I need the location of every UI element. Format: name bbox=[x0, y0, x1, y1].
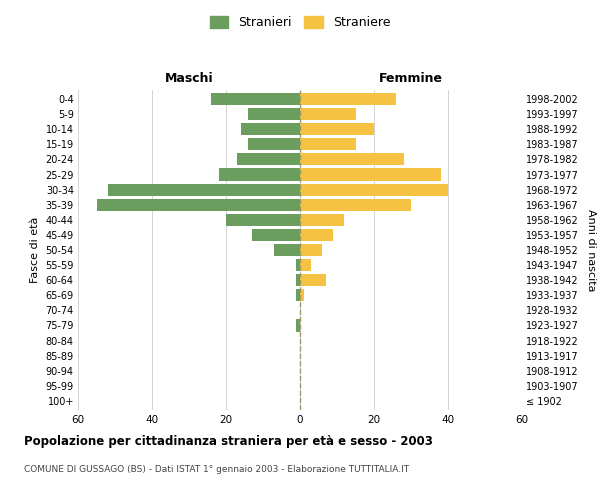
Bar bbox=[300, 259, 311, 271]
Bar bbox=[237, 154, 300, 166]
Y-axis label: Anni di nascita: Anni di nascita bbox=[586, 209, 596, 291]
Y-axis label: Fasce di età: Fasce di età bbox=[30, 217, 40, 283]
Bar bbox=[296, 259, 300, 271]
Bar bbox=[300, 108, 356, 120]
Bar bbox=[300, 184, 448, 196]
Bar bbox=[300, 138, 356, 150]
Legend: Stranieri, Straniere: Stranieri, Straniere bbox=[205, 11, 395, 34]
Text: Maschi: Maschi bbox=[164, 72, 214, 85]
Bar bbox=[274, 244, 300, 256]
Bar bbox=[97, 198, 300, 211]
Bar bbox=[296, 320, 300, 332]
Bar bbox=[300, 229, 334, 241]
Bar bbox=[107, 184, 300, 196]
Bar bbox=[300, 154, 404, 166]
Bar bbox=[248, 108, 300, 120]
Bar bbox=[252, 229, 300, 241]
Bar bbox=[296, 289, 300, 302]
Text: Femmine: Femmine bbox=[379, 72, 443, 85]
Bar bbox=[300, 123, 374, 136]
Bar bbox=[300, 198, 411, 211]
Bar bbox=[296, 274, 300, 286]
Bar bbox=[218, 168, 300, 180]
Bar bbox=[300, 289, 304, 302]
Bar bbox=[211, 93, 300, 105]
Bar bbox=[226, 214, 300, 226]
Bar bbox=[241, 123, 300, 136]
Text: Popolazione per cittadinanza straniera per età e sesso - 2003: Popolazione per cittadinanza straniera p… bbox=[24, 435, 433, 448]
Bar bbox=[248, 138, 300, 150]
Bar bbox=[300, 168, 440, 180]
Bar bbox=[300, 93, 396, 105]
Bar bbox=[300, 214, 344, 226]
Bar bbox=[300, 244, 322, 256]
Bar bbox=[300, 274, 326, 286]
Text: COMUNE DI GUSSAGO (BS) - Dati ISTAT 1° gennaio 2003 - Elaborazione TUTTITALIA.IT: COMUNE DI GUSSAGO (BS) - Dati ISTAT 1° g… bbox=[24, 465, 409, 474]
